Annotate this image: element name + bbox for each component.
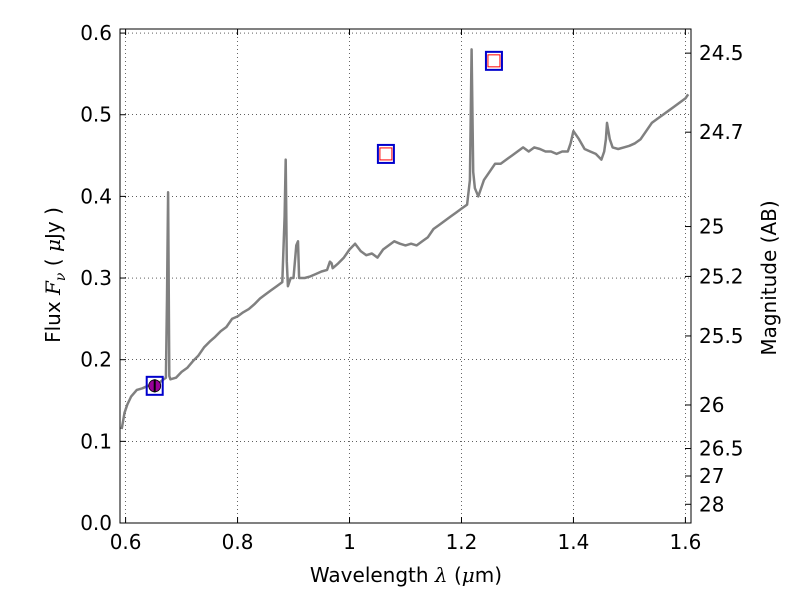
x-tick-label: 1 xyxy=(343,530,356,554)
magnitude-tick-label: 25 xyxy=(699,215,724,239)
model-inner-square-marker xyxy=(379,147,393,161)
model-square-marker xyxy=(145,375,164,396)
y-tick-label: 0.4 xyxy=(80,184,112,208)
y-tick-label: 0.6 xyxy=(80,21,112,45)
x-tick-label: 0.8 xyxy=(222,530,254,554)
x-tick-label: 0.6 xyxy=(110,530,142,554)
magnitude-tick-label: 27 xyxy=(699,464,724,488)
magnitude-tick-label: 26.5 xyxy=(699,437,744,461)
x-tick-label: 1.4 xyxy=(558,530,590,554)
magnitude-tick-label: 26 xyxy=(699,393,724,417)
model-inner-square-marker xyxy=(487,54,501,68)
x-axis-label: Wavelength λ (μm) xyxy=(310,563,502,587)
x-axis-ticks: 0.6 0.8 1 1.2 1.4 1.6 xyxy=(110,29,701,554)
y-tick-label: 0.5 xyxy=(80,103,112,127)
y-tick-label: 0.0 xyxy=(80,511,112,535)
y-axis-ticks: 0.0 0.1 0.2 0.3 0.4 0.5 0.6 xyxy=(80,21,126,535)
magnitude-axis-label: Magnitude (AB) xyxy=(757,200,781,355)
magnitude-tick-label: 25.5 xyxy=(699,324,744,348)
y-tick-label: 0.2 xyxy=(80,348,112,372)
y-tick-label: 0.3 xyxy=(80,266,112,290)
magnitude-tick-label: 24.5 xyxy=(699,41,744,65)
x-tick-label: 1.2 xyxy=(446,530,478,554)
model-square-marker xyxy=(484,50,503,71)
magnitude-tick-label: 28 xyxy=(699,492,724,516)
magnitude-tick-label: 25.2 xyxy=(699,264,744,288)
y-axis-label: Flux Fν ( μJy ) xyxy=(41,207,69,343)
magnitude-axis-ticks: 24.5 24.7 25 25.2 25.5 26 26.5 27 28 xyxy=(685,41,744,516)
spectrum-line xyxy=(120,48,690,430)
model-square-marker xyxy=(376,143,395,164)
magnitude-tick-label: 24.7 xyxy=(699,120,744,144)
series-layer xyxy=(120,48,690,430)
photometry-markers xyxy=(145,50,503,396)
y-tick-label: 0.1 xyxy=(80,429,112,453)
x-tick-label: 1.6 xyxy=(669,530,701,554)
